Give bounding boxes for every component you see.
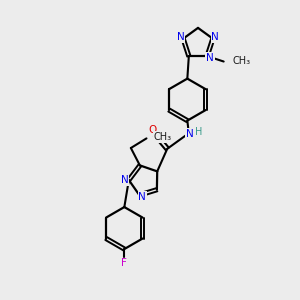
- Text: N: N: [139, 192, 146, 202]
- Text: N: N: [186, 128, 193, 139]
- Text: N: N: [212, 32, 219, 42]
- Text: N: N: [206, 52, 214, 63]
- Text: CH₃: CH₃: [232, 56, 250, 66]
- Text: H: H: [195, 127, 202, 137]
- Text: N: N: [177, 32, 184, 42]
- Text: N: N: [121, 175, 128, 185]
- Text: CH₃: CH₃: [154, 132, 172, 142]
- Text: F: F: [122, 258, 127, 268]
- Text: O: O: [149, 125, 157, 135]
